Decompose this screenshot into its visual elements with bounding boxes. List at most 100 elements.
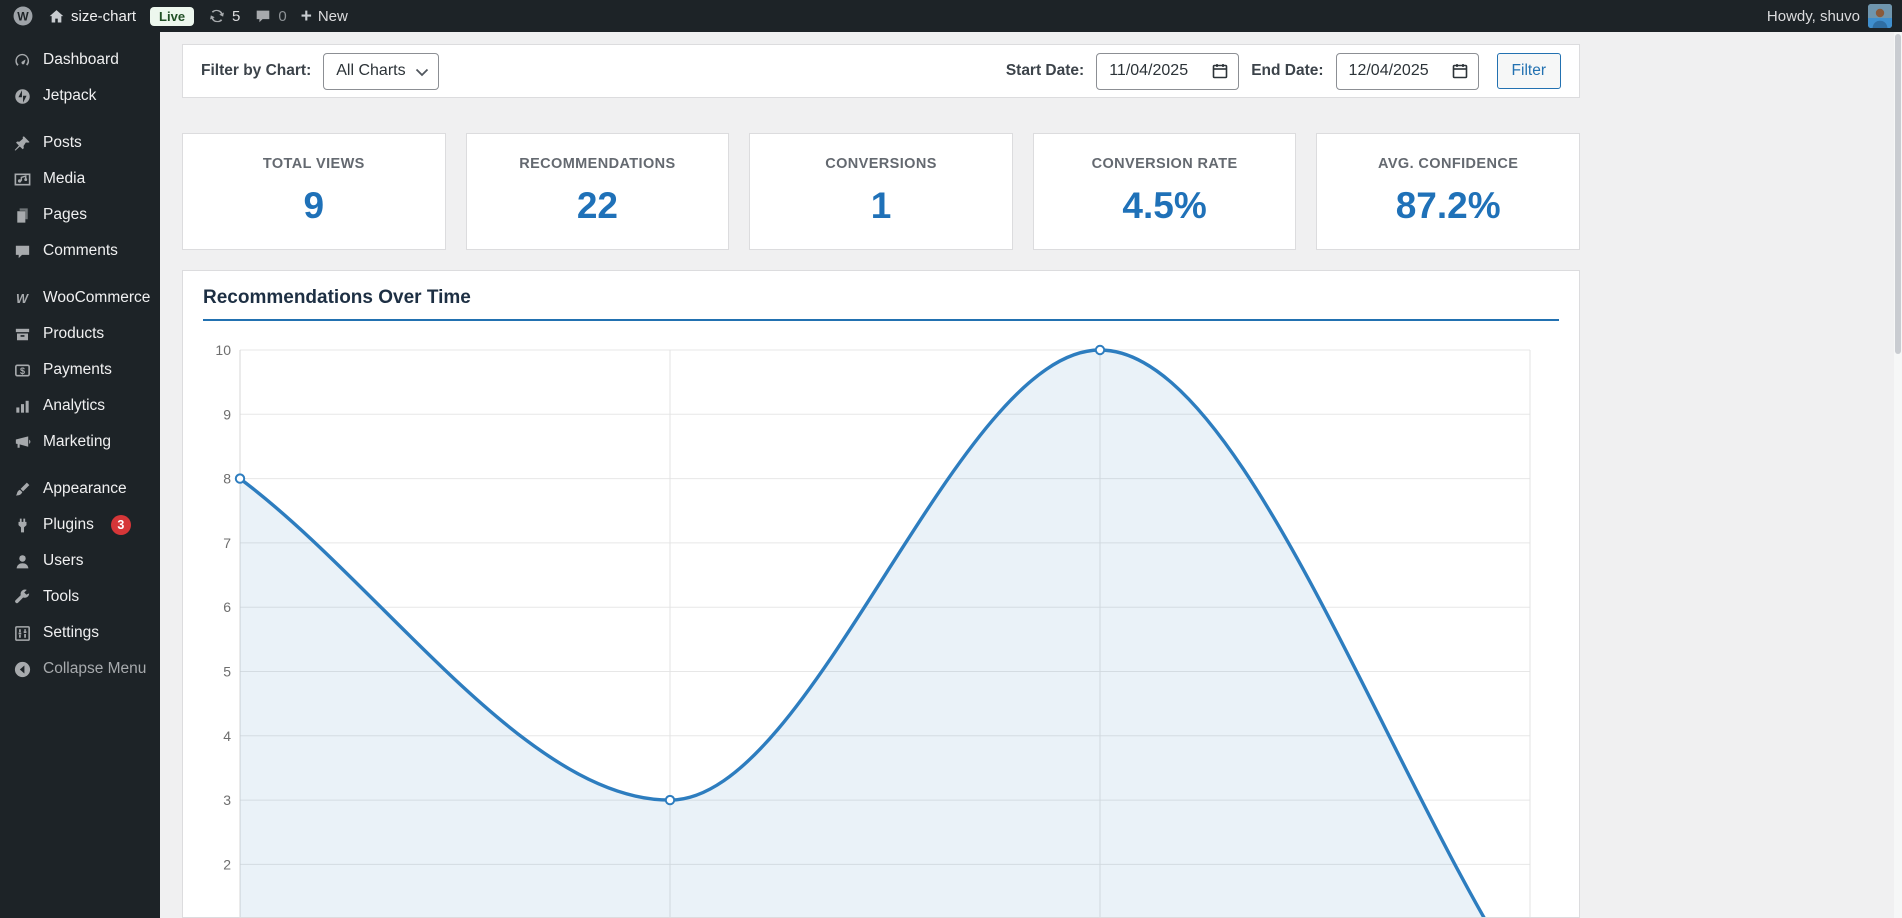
- plug-icon: [12, 515, 32, 535]
- svg-text:9: 9: [223, 406, 231, 422]
- sidebar-item-label: Settings: [43, 624, 100, 641]
- admin-sidebar: Dashboard Jetpack Posts Media Pages Comments W…: [0, 32, 160, 918]
- sidebar-item-label: Products: [43, 325, 105, 342]
- new-label: New: [317, 7, 348, 25]
- sidebar-item-label: WooCommerce: [43, 289, 151, 306]
- sidebar-item-pages[interactable]: Pages: [0, 197, 160, 233]
- filter-button[interactable]: Filter: [1496, 53, 1561, 89]
- sidebar-item-plugins[interactable]: Plugins 3: [0, 507, 160, 543]
- site-name: size-chart: [71, 7, 137, 25]
- sidebar-item-label: Collapse Menu: [43, 660, 147, 677]
- woocommerce-icon: W: [12, 288, 32, 308]
- sidebar-item-analytics[interactable]: Analytics: [0, 388, 160, 424]
- calendar-icon[interactable]: [1452, 63, 1468, 79]
- vertical-scrollbar[interactable]: [1894, 32, 1902, 918]
- svg-text:7: 7: [223, 535, 231, 551]
- user-avatar[interactable]: [1868, 4, 1892, 28]
- sidebar-item-label: Posts: [43, 134, 82, 151]
- plus-icon: +: [300, 5, 312, 27]
- start-date-value: 11/04/2025: [1109, 62, 1189, 79]
- svg-text:3: 3: [223, 792, 231, 808]
- svg-text:W: W: [17, 9, 29, 23]
- end-date-label: End Date:: [1251, 62, 1324, 79]
- updates-icon: [208, 7, 226, 25]
- updates-link[interactable]: 5: [208, 7, 240, 25]
- comment-bubble-icon: [254, 7, 272, 25]
- sidebar-item-posts[interactable]: Posts: [0, 125, 160, 161]
- svg-text:2: 2: [223, 856, 231, 872]
- stat-value: 87.2%: [1395, 185, 1501, 226]
- sidebar-item-tools[interactable]: Tools: [0, 579, 160, 615]
- sidebar-item-jetpack[interactable]: Jetpack: [0, 78, 160, 114]
- svg-text:5: 5: [223, 664, 231, 680]
- jetpack-icon: [12, 86, 32, 106]
- box-icon: [12, 324, 32, 344]
- media-icon: [12, 169, 32, 189]
- sidebar-item-dashboard[interactable]: Dashboard: [0, 42, 160, 78]
- comments-count: 0: [278, 7, 287, 25]
- dollar-icon: $: [12, 360, 32, 380]
- comment-icon: [12, 241, 32, 261]
- calendar-icon[interactable]: [1212, 63, 1228, 79]
- stat-label: TOTAL VIEWS: [262, 156, 365, 172]
- chart-select[interactable]: All Charts: [323, 52, 440, 90]
- sidebar-item-label: Dashboard: [43, 51, 119, 68]
- svg-text:8: 8: [223, 471, 231, 487]
- sidebar-item-label: Analytics: [43, 397, 106, 414]
- stat-card-total-views: TOTAL VIEWS 9: [182, 133, 446, 250]
- end-date-input[interactable]: 12/04/2025: [1335, 52, 1479, 90]
- stat-value: 9: [303, 185, 325, 226]
- main-content: Filter by Chart: All Charts Start Date: …: [160, 32, 1902, 918]
- stat-label: CONVERSIONS: [825, 156, 937, 172]
- wordpress-logo-icon[interactable]: W: [12, 5, 34, 27]
- stat-value: 1: [870, 185, 892, 226]
- chart-body: 10 9 8 7 6 5 4 3 2: [203, 337, 1559, 917]
- sidebar-item-products[interactable]: Products: [0, 316, 160, 352]
- sidebar-item-appearance[interactable]: Appearance: [0, 471, 160, 507]
- stat-value: 22: [576, 185, 618, 226]
- sidebar-item-label: Jetpack: [43, 87, 97, 104]
- sidebar-item-label: Users: [43, 552, 84, 569]
- pages-icon: [12, 205, 32, 225]
- chart-card: Recommendations Over Time 10 9 8 7 6 5 4 3 2: [182, 270, 1580, 918]
- svg-text:$: $: [19, 365, 24, 375]
- start-date-input[interactable]: 11/04/2025: [1096, 52, 1240, 90]
- new-content-link[interactable]: + New: [301, 7, 348, 26]
- start-date-label: Start Date:: [1005, 62, 1085, 79]
- chevron-down-icon: [416, 68, 429, 76]
- collapse-arrow-icon: [12, 659, 32, 679]
- svg-text:W: W: [16, 291, 29, 306]
- dashboard-icon: [12, 50, 32, 70]
- site-link[interactable]: size-chart: [48, 8, 136, 25]
- chart-title: Recommendations Over Time: [203, 287, 471, 308]
- sidebar-item-settings[interactable]: Settings: [0, 615, 160, 651]
- user-icon: [12, 551, 32, 571]
- sidebar-item-marketing[interactable]: Marketing: [0, 424, 160, 460]
- sidebar-item-woocommerce[interactable]: W WooCommerce: [0, 280, 160, 316]
- sidebar-item-label: Marketing: [43, 433, 112, 450]
- brush-icon: [12, 479, 32, 499]
- scrollbar-thumb[interactable]: [1895, 34, 1901, 354]
- sidebar-item-collapse[interactable]: Collapse Menu: [0, 651, 160, 687]
- sidebar-item-label: Payments: [43, 361, 112, 378]
- sidebar-item-media[interactable]: Media: [0, 161, 160, 197]
- sidebar-item-users[interactable]: Users: [0, 543, 160, 579]
- stat-label: CONVERSION RATE: [1091, 156, 1238, 172]
- svg-text:4: 4: [223, 728, 231, 744]
- filter-bar: Filter by Chart: All Charts Start Date: …: [182, 44, 1580, 98]
- comments-link[interactable]: 0: [254, 7, 287, 25]
- sidebar-item-comments[interactable]: Comments: [0, 233, 160, 269]
- stat-label: RECOMMENDATIONS: [519, 156, 676, 172]
- stats-row: TOTAL VIEWS 9 RECOMMENDATIONS 22 CONVERS…: [182, 133, 1580, 250]
- sidebar-item-label: Appearance: [43, 480, 127, 497]
- stat-label: AVG. CONFIDENCE: [1378, 156, 1519, 172]
- chart-title-underline: [203, 319, 1559, 321]
- sidebar-item-label: Tools: [43, 588, 80, 605]
- pushpin-icon: [12, 133, 32, 153]
- svg-text:6: 6: [223, 599, 231, 615]
- howdy-text[interactable]: Howdy, shuvo: [1766, 7, 1860, 25]
- sidebar-item-payments[interactable]: $ Payments: [0, 352, 160, 388]
- updates-count: 5: [232, 7, 241, 25]
- recommendations-line-chart: 10 9 8 7 6 5 4 3 2: [215, 342, 1531, 917]
- bar-chart-icon: [12, 396, 32, 416]
